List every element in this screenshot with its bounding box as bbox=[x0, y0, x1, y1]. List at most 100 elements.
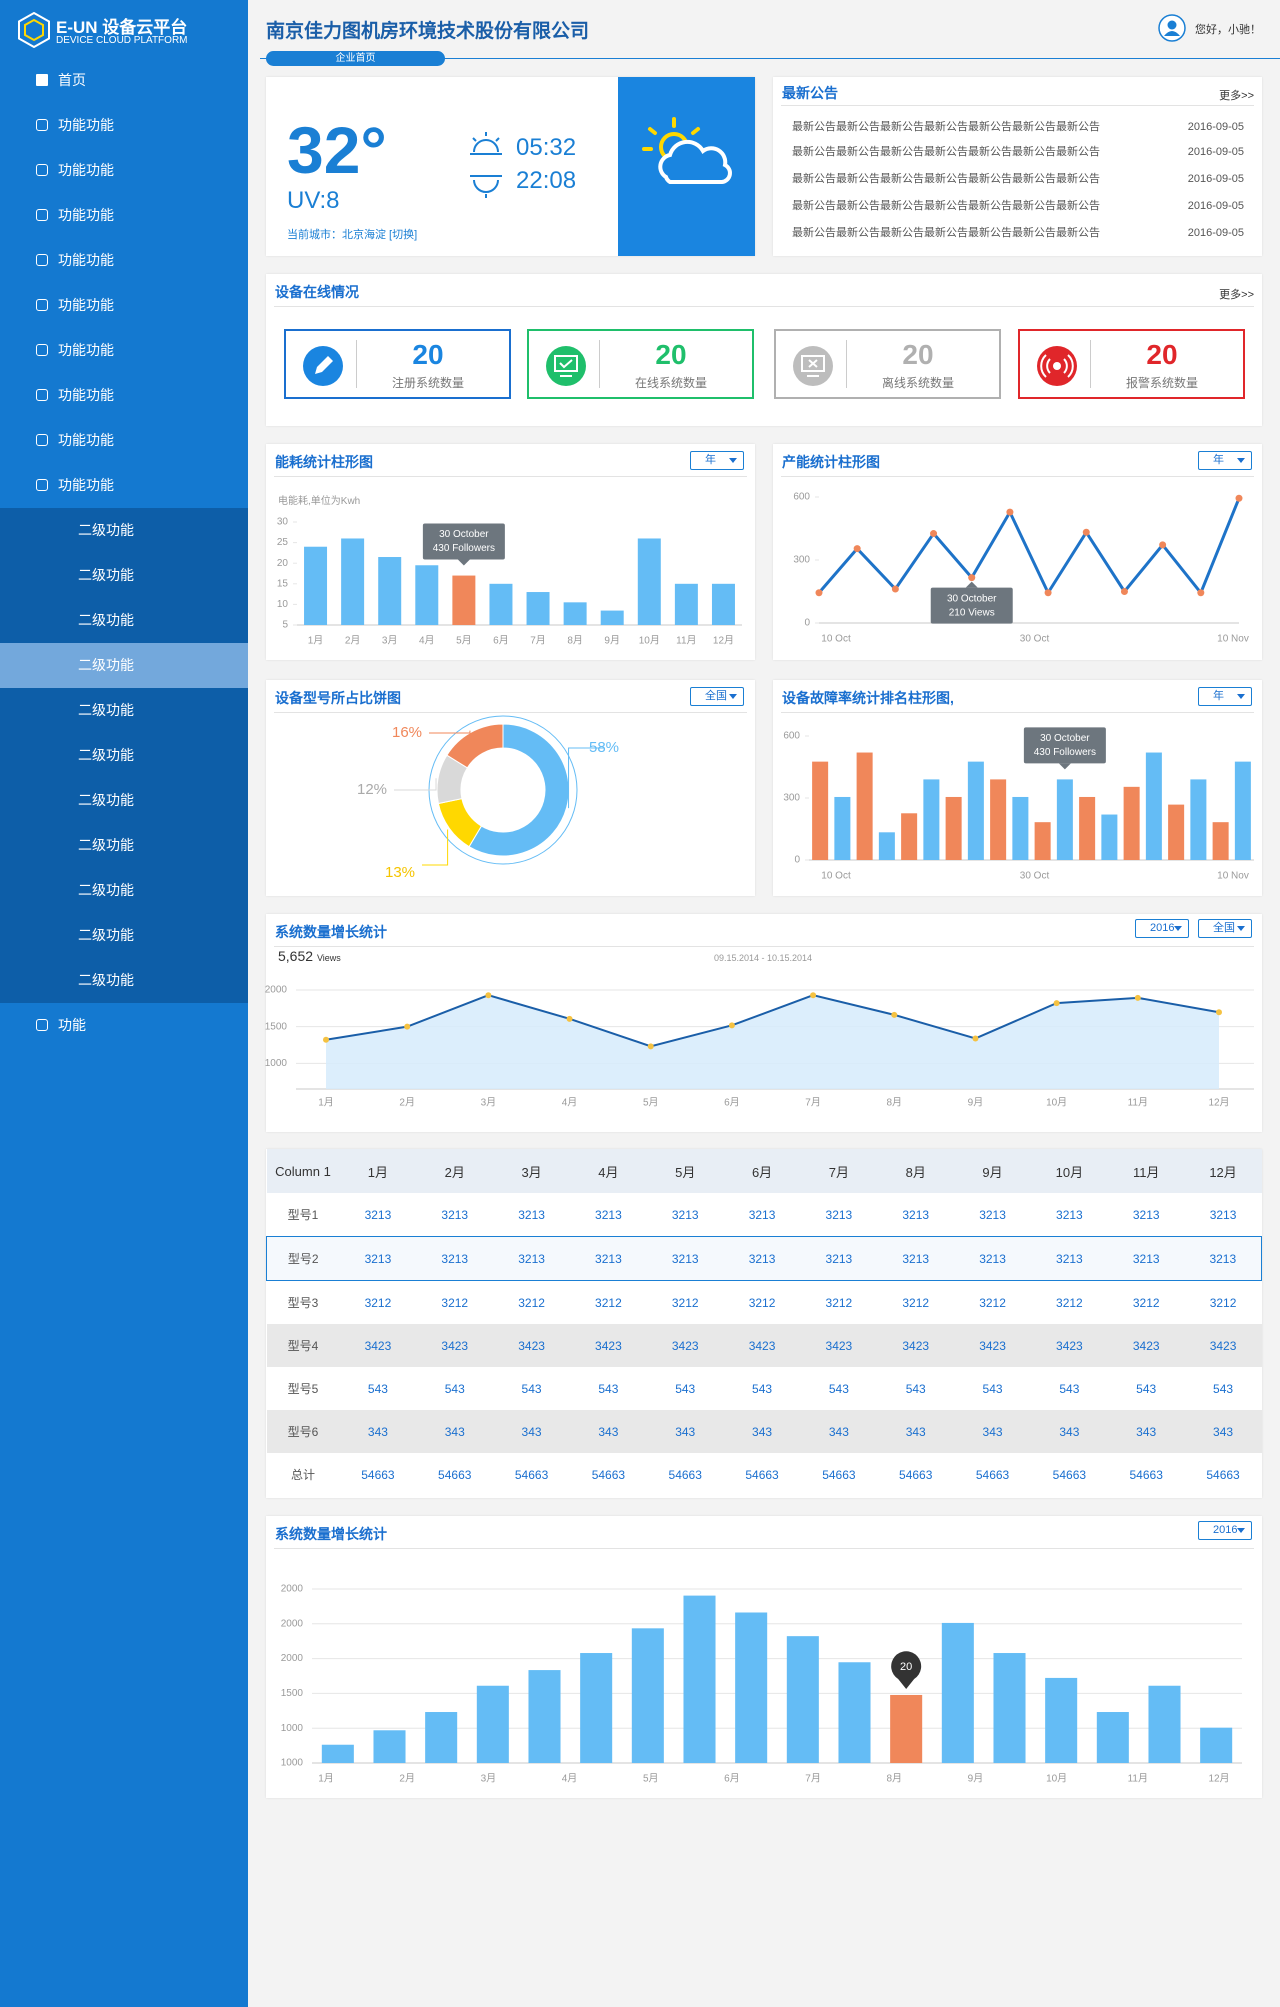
menu-icon bbox=[36, 254, 48, 266]
table-cell: 3213 bbox=[748, 1207, 776, 1222]
menu-item[interactable]: 功能功能 bbox=[0, 328, 248, 373]
notice-row[interactable]: 最新公告最新公告最新公告最新公告最新公告最新公告最新公告 2016-09-05 bbox=[792, 223, 1244, 243]
submenu-item[interactable]: 二级功能 bbox=[0, 733, 248, 778]
table-cell: 3213 bbox=[1056, 1207, 1083, 1222]
notice-date: 2016-09-05 bbox=[1187, 146, 1244, 158]
city[interactable]: 当前城市：北京海淀 [切换] bbox=[287, 229, 418, 241]
sun-icons bbox=[470, 132, 502, 198]
menu-item[interactable]: 功能功能 bbox=[0, 193, 248, 238]
submenu-item[interactable]: 二级功能 bbox=[0, 958, 248, 1003]
table-cell: 3213 bbox=[671, 1207, 699, 1222]
avatar[interactable] bbox=[1158, 14, 1186, 42]
table-cell: 543 bbox=[982, 1381, 1003, 1396]
menu-label: 功能功能 bbox=[58, 477, 114, 493]
chart-panel: 系统数量增长统计 2016 bbox=[266, 1516, 1262, 1798]
more-link[interactable]: 更多>> bbox=[1219, 289, 1254, 301]
table-row[interactable]: 型号3 3212 3212 3212 3212 3212 3212 3212 3212 3212 3… bbox=[267, 1281, 1262, 1325]
uv-index: UV:8 bbox=[287, 187, 340, 214]
submenu-item[interactable]: 二级功能 bbox=[0, 778, 248, 823]
tab[interactable]: 企业首页 bbox=[266, 51, 445, 66]
table-cell: 3213 bbox=[416, 1236, 494, 1281]
chart-panel: 产能统计柱形图 年 bbox=[773, 444, 1262, 660]
menu-item[interactable]: 功能功能 bbox=[0, 148, 248, 193]
table-cell: 3213 bbox=[979, 1207, 1006, 1222]
dropdown[interactable]: 年 bbox=[690, 451, 744, 470]
menu-icon bbox=[36, 74, 48, 86]
notice-date: 2016-09-05 bbox=[1187, 227, 1244, 239]
submenu-item[interactable]: 二级功能 bbox=[0, 688, 248, 733]
logo-text: E-UN 设备云平台 bbox=[56, 18, 188, 37]
menu-item[interactable]: 功能功能 bbox=[0, 238, 248, 283]
table-cell: 343 bbox=[339, 1410, 417, 1453]
table-cell: 3212 bbox=[902, 1295, 930, 1310]
notice-row[interactable]: 最新公告最新公告最新公告最新公告最新公告最新公告最新公告 2016-09-05 bbox=[792, 169, 1244, 189]
notice-row[interactable]: 最新公告最新公告最新公告最新公告最新公告最新公告最新公告 2016-09-05 bbox=[792, 117, 1244, 137]
menu-item[interactable]: 功能功能 bbox=[0, 373, 248, 418]
card-label: 注册系统数量 bbox=[391, 376, 464, 390]
table-cell: 3213 bbox=[954, 1236, 1031, 1281]
submenu-item[interactable]: 二级功能 bbox=[0, 598, 248, 643]
table-cell: 54663 bbox=[822, 1467, 856, 1482]
menu-item[interactable]: 功能功能 bbox=[0, 103, 248, 148]
table-cell: 3212 bbox=[364, 1295, 392, 1310]
dropdown[interactable]: 2016 bbox=[1198, 1521, 1252, 1540]
notice-row[interactable]: 最新公告最新公告最新公告最新公告最新公告最新公告最新公告 2016-09-05 bbox=[792, 142, 1244, 162]
header-cell: 11月 bbox=[1107, 1149, 1185, 1193]
menu-item[interactable]: 功能功能 bbox=[0, 418, 248, 463]
device-card[interactable]: 20 报警系统数量 bbox=[1018, 329, 1245, 399]
table-cell: 343 bbox=[493, 1410, 570, 1453]
table-cell: 3213 bbox=[1184, 1236, 1262, 1281]
table-cell: 3212 bbox=[671, 1295, 699, 1310]
table-cell: 3213 bbox=[518, 1207, 545, 1222]
table-cell: 3212 bbox=[1209, 1295, 1237, 1310]
table-row[interactable]: 型号5 543 543 543 543 543 543 543 543 543 543 543 543 bbox=[267, 1367, 1262, 1410]
dropdown[interactable]: 2016 bbox=[1135, 919, 1189, 938]
header-cell: 10月 bbox=[1030, 1149, 1108, 1193]
submenu-item[interactable]: 二级功能 bbox=[0, 868, 248, 913]
table-cell: 3213 bbox=[1107, 1236, 1185, 1281]
submenu-item[interactable]: 二级功能 bbox=[0, 508, 248, 553]
table-cell: 3423 bbox=[1184, 1324, 1262, 1367]
table-row[interactable]: 型号2 3213 3213 3213 3213 3213 3213 3213 3213 3213 3… bbox=[266, 1236, 1262, 1281]
notice-row[interactable]: 最新公告最新公告最新公告最新公告最新公告最新公告最新公告 2016-09-05 bbox=[792, 196, 1244, 216]
table-row[interactable]: 型号1 3213 3213 3213 3213 3213 3213 3213 3213 3213 3… bbox=[267, 1193, 1262, 1237]
dropdown[interactable]: 年 bbox=[1198, 687, 1252, 706]
menu-item[interactable]: 功能 bbox=[0, 1003, 248, 1048]
dropdown[interactable]: 年 bbox=[1198, 451, 1252, 470]
menu-icon bbox=[36, 164, 48, 176]
table-row[interactable]: 型号6 343 343 343 343 343 343 343 343 343 343 343 343 bbox=[266, 1410, 1262, 1453]
table-cell: 54663 bbox=[1129, 1467, 1163, 1482]
sunset-time: 22:08 bbox=[516, 167, 577, 194]
row-label: 型号1 bbox=[287, 1208, 319, 1222]
menu-icon bbox=[36, 299, 48, 311]
table-cell: 343 bbox=[646, 1410, 724, 1453]
company-name: 南京佳力图机房环境技术股份有限公司 bbox=[266, 21, 590, 42]
table-cell: 54663 bbox=[438, 1467, 472, 1482]
menu: 首页 功能功能 功能功能 功能功能 功能功能 功能功能 功能功能 功能功能 功能功能 功能功能 二级… bbox=[0, 58, 248, 1048]
menu-item[interactable]: 功能功能 bbox=[0, 463, 248, 508]
logo-icon bbox=[18, 12, 50, 48]
device-card[interactable]: 20 离线系统数量 bbox=[774, 329, 1001, 399]
chart-title: 系统数量增长统计 bbox=[275, 1526, 387, 1542]
device-card[interactable]: 20 注册系统数量 bbox=[284, 329, 511, 399]
table-row[interactable]: 总计 54663 54663 54663 54663 54663 54663 54663 546… bbox=[267, 1453, 1262, 1496]
submenu-item[interactable]: 二级功能 bbox=[0, 553, 248, 598]
submenu-item[interactable]: 二级功能 bbox=[0, 823, 248, 868]
menu-item[interactable]: 功能功能 bbox=[0, 283, 248, 328]
dropdown[interactable]: 全国 bbox=[1198, 919, 1252, 938]
submenu-item[interactable]: 二级功能 bbox=[0, 643, 248, 688]
menu-label: 二级功能 bbox=[78, 882, 134, 898]
header-line bbox=[260, 58, 1280, 59]
card-divider bbox=[599, 340, 600, 388]
submenu-item[interactable]: 二级功能 bbox=[0, 913, 248, 958]
more-link[interactable]: 更多>> bbox=[1219, 90, 1254, 102]
dropdown[interactable]: 全国 bbox=[690, 687, 744, 706]
table-cell: 3212 bbox=[595, 1295, 622, 1310]
table-row[interactable]: 型号4 3423 3423 3423 3423 3423 3423 3423 3423 3423 3… bbox=[266, 1324, 1262, 1367]
device-card[interactable]: 20 在线系统数量 bbox=[527, 329, 754, 399]
menu-item[interactable]: 首页 bbox=[0, 58, 248, 103]
divider bbox=[274, 306, 1254, 307]
device-panel: 设备在线情况 更多>> 20 注册系统数量 20 在线系统数量 20 离线系统数… bbox=[266, 274, 1262, 426]
table-cell: 343 bbox=[723, 1410, 801, 1453]
